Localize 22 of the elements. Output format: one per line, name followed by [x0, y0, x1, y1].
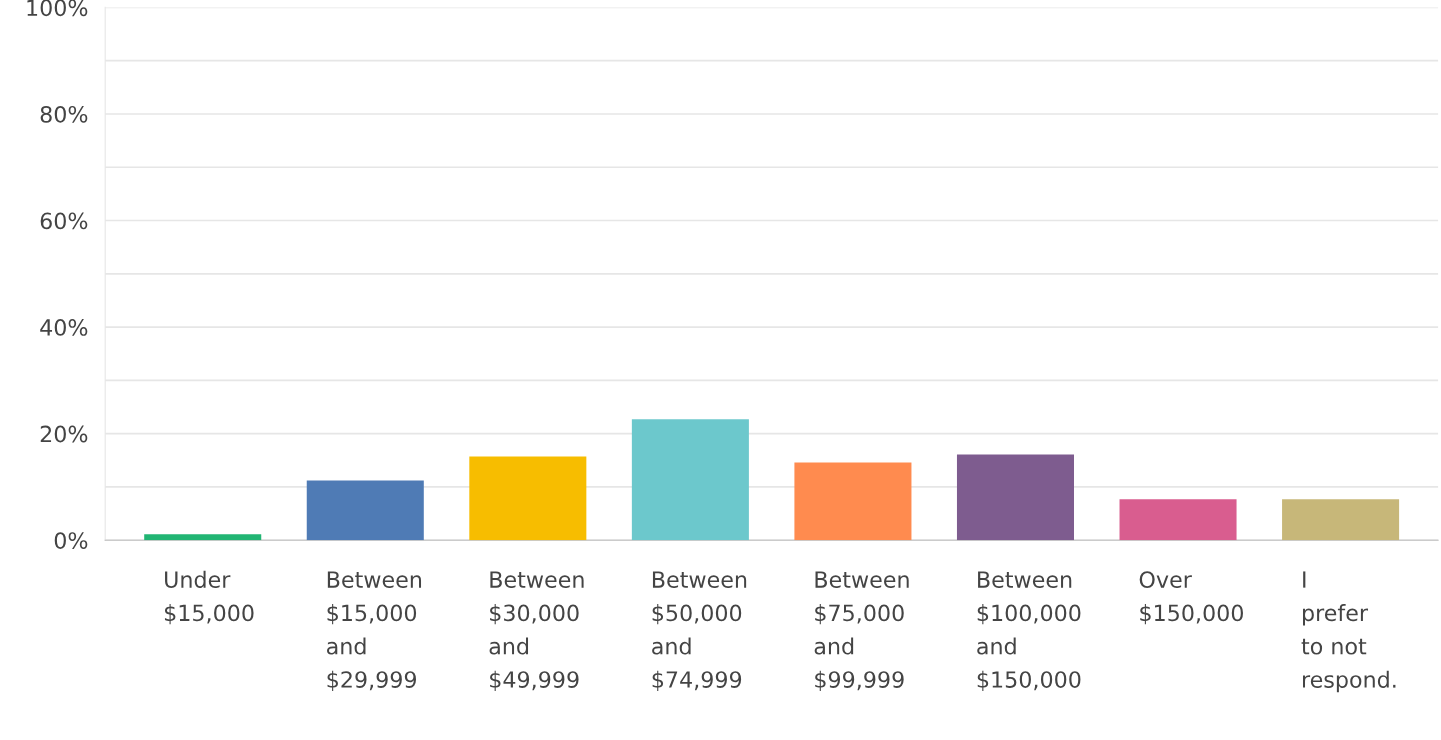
- bar: [469, 456, 587, 541]
- x-tick-label: Between $100,000 and $150,000: [977, 571, 1081, 691]
- bar: [956, 454, 1074, 541]
- x-tick-label: Under $15,000: [164, 570, 254, 625]
- bar: [144, 534, 262, 541]
- x-tick-label: I prefer to not respond.: [1301, 571, 1396, 693]
- y-tick-label: 60%: [40, 212, 88, 230]
- bar: [1119, 499, 1237, 541]
- y-tick-label: 0%: [54, 532, 88, 549]
- y-tick-label: 20%: [40, 425, 88, 443]
- bar: [306, 480, 424, 541]
- y-tick-label: 40%: [40, 319, 88, 336]
- y-tick-label: 100%: [27, 0, 88, 17]
- y-tick-label: 80%: [40, 105, 88, 123]
- x-tick-label: Between $15,000 and $29,999: [327, 571, 422, 691]
- x-tick-label: Between $75,000 and $99,999: [814, 571, 909, 691]
- x-tick-label: Between $50,000 and $74,999: [652, 571, 747, 691]
- bar: [794, 462, 912, 541]
- x-tick-label: Between $30,000 and $49,999: [489, 571, 584, 691]
- bar: [631, 419, 749, 541]
- bar: [1282, 499, 1400, 541]
- x-tick-label: Over $150,000: [1139, 571, 1243, 625]
